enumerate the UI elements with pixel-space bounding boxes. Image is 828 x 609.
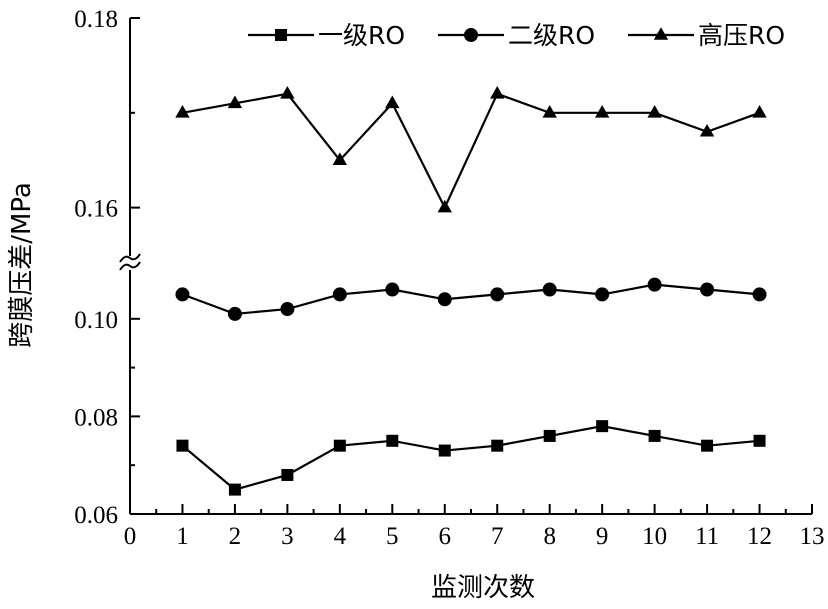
circle-marker — [437, 292, 452, 307]
y-tick-label: 0.06 — [74, 502, 118, 529]
y-tick-label: 0.16 — [74, 196, 118, 223]
triangle-marker — [594, 104, 610, 118]
square-marker — [438, 444, 451, 457]
circle-marker — [464, 28, 478, 42]
square-marker — [491, 439, 504, 452]
square-marker — [648, 429, 661, 442]
series-line — [182, 92, 760, 211]
triangle-marker — [699, 123, 715, 137]
triangle-marker — [647, 104, 662, 118]
x-tick-label: 11 — [695, 523, 719, 550]
series-1 — [176, 420, 766, 496]
x-tick-label: 3 — [281, 523, 294, 550]
legend-item-2: 二级RO — [438, 21, 595, 50]
x-tick-label: 6 — [439, 523, 452, 550]
legend-label: 一级RO — [318, 21, 405, 50]
circle-marker — [175, 287, 190, 302]
series-line — [182, 283, 760, 316]
series-line — [181, 425, 760, 491]
circle-marker — [280, 302, 295, 317]
axis-break-mark-upper — [119, 253, 141, 263]
triangle-marker — [280, 86, 295, 99]
triangle-marker — [175, 104, 190, 118]
axes-group: 0 1 2 3 4 5 6 7 8 9 10 11 12 130.060.080.100.160.18 — [74, 6, 824, 550]
triangle-marker — [653, 27, 669, 40]
y-tick-label: 0.08 — [74, 404, 118, 431]
square-marker — [386, 434, 399, 447]
square-marker — [753, 434, 766, 447]
x-tick-label: 8 — [543, 523, 556, 550]
x-tick-label: 2 — [229, 523, 242, 550]
x-tick-label: 9 — [596, 523, 609, 550]
circle-marker — [700, 282, 715, 297]
square-marker — [701, 439, 714, 452]
triangle-marker — [752, 104, 767, 118]
circle-marker — [332, 287, 347, 302]
series-3 — [175, 86, 767, 213]
y-tick-label: 0.18 — [74, 6, 118, 33]
triangle-marker — [490, 86, 505, 99]
x-tick-label: 1 — [176, 523, 189, 550]
square-marker — [275, 29, 287, 41]
triangle-marker — [542, 104, 557, 118]
axis-break-mark-lower — [119, 261, 141, 271]
x-axis-title: 监测次数 — [431, 573, 535, 603]
x-tick-label: 0 — [124, 523, 137, 550]
x-tick-label: 13 — [800, 523, 825, 550]
square-marker — [281, 468, 294, 481]
legend: 一级RO 二级RO 高压RO — [248, 21, 785, 50]
series-2 — [175, 277, 767, 321]
circle-marker — [542, 282, 557, 297]
legend-label: 高压RO — [698, 21, 785, 50]
circle-marker — [385, 282, 400, 297]
square-marker — [176, 439, 189, 452]
circle-marker — [227, 306, 242, 321]
x-tick-label: 5 — [386, 523, 399, 550]
triangle-marker — [385, 95, 400, 109]
legend-item-1: 一级RO — [248, 21, 405, 50]
square-marker — [596, 420, 609, 433]
y-tick-label: 0.10 — [74, 307, 118, 334]
square-marker — [228, 483, 241, 496]
square-marker — [543, 429, 556, 442]
circle-marker — [595, 287, 610, 302]
legend-label: 二级RO — [508, 21, 595, 50]
x-tick-label: 10 — [642, 523, 667, 550]
x-tick-label: 7 — [491, 523, 504, 550]
triangle-marker — [437, 199, 452, 213]
series-layer — [175, 86, 767, 496]
circle-marker — [490, 287, 505, 302]
legend-item-3: 高压RO — [628, 21, 785, 50]
square-marker — [333, 439, 346, 452]
y-axis-title: 跨膜压差/MPa — [7, 182, 37, 348]
circle-marker — [647, 277, 662, 292]
circle-marker — [752, 287, 767, 302]
x-tick-label: 12 — [747, 523, 772, 550]
x-tick-label: 4 — [334, 523, 347, 550]
triangle-marker — [332, 152, 348, 165]
triangle-marker — [227, 95, 243, 109]
